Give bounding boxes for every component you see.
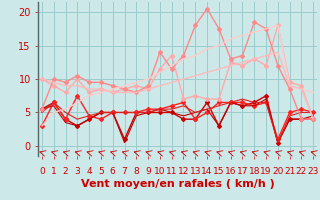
X-axis label: Vent moyen/en rafales ( km/h ): Vent moyen/en rafales ( km/h ) [81,179,275,189]
